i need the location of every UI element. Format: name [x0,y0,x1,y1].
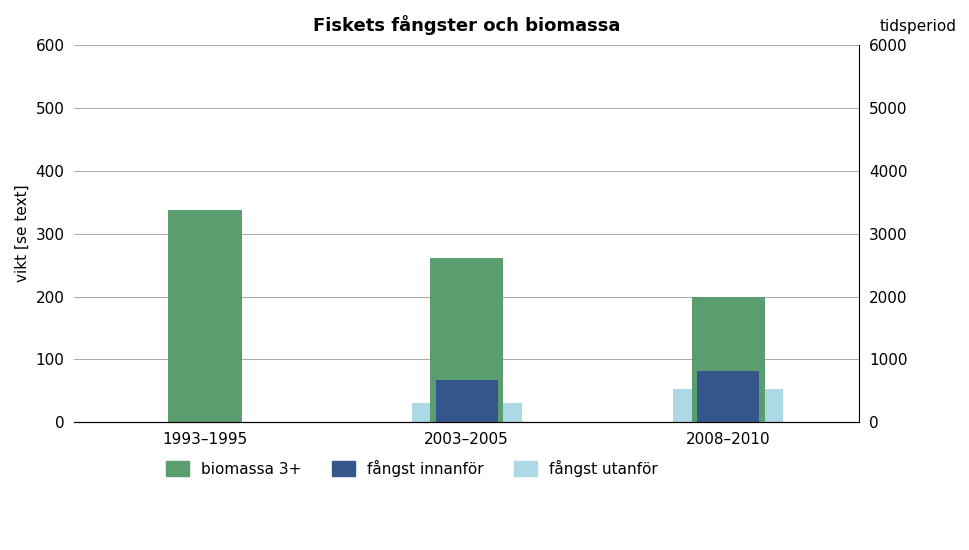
Title: Fiskets fångster och biomassa: Fiskets fångster och biomassa [313,15,620,35]
Bar [673,389,783,422]
Legend: biomassa 3+, fångst innanför, fångst utanför: biomassa 3+, fångst innanför, fångst uta… [160,454,664,483]
Bar [169,210,241,422]
Bar [436,380,498,422]
Bar [430,258,503,422]
Bar [412,403,521,422]
Bar [698,371,760,422]
Y-axis label: vikt [se text]: vikt [se text] [15,185,30,283]
Bar [692,297,765,422]
Y-axis label: tidsperiod: tidsperiod [880,19,956,34]
